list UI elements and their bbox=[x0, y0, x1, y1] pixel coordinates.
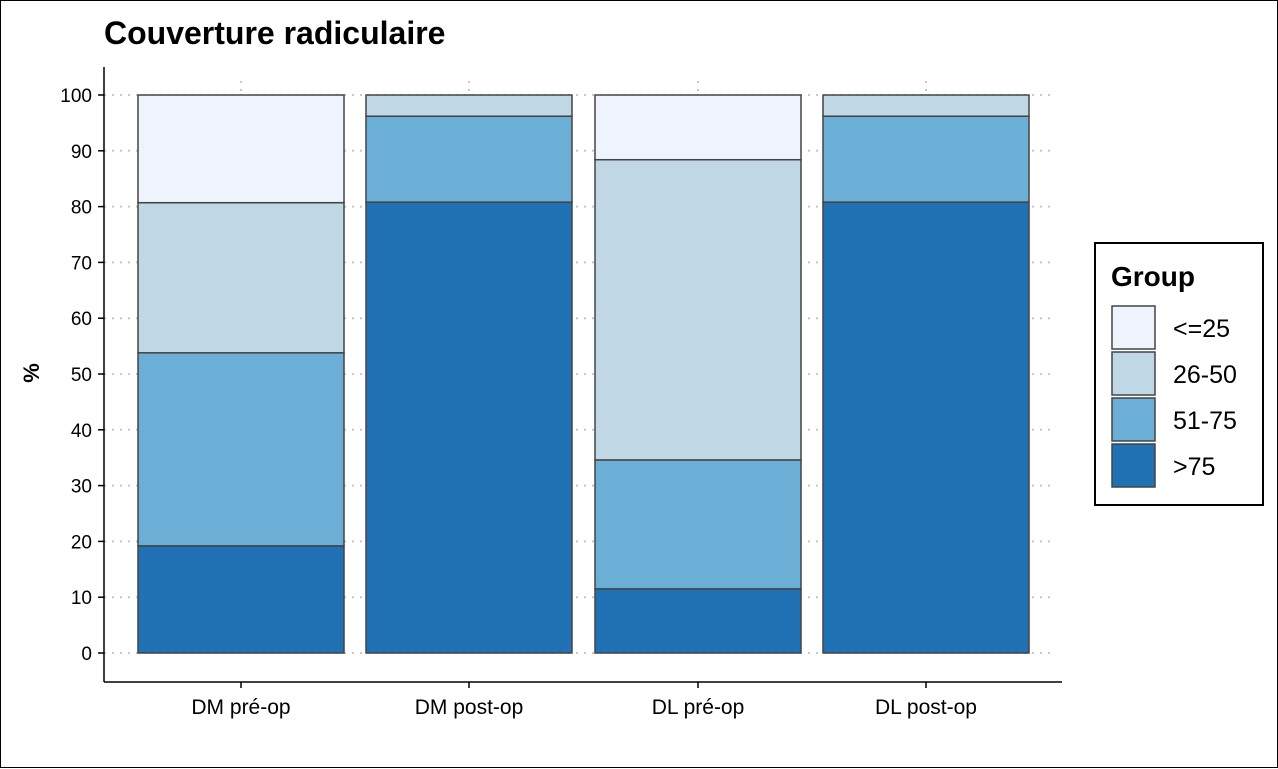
y-tick-label: 30 bbox=[71, 477, 92, 498]
bar-segment bbox=[137, 201, 345, 354]
chart-title: Couverture radiculaire bbox=[104, 15, 445, 51]
y-tick-label: 90 bbox=[71, 142, 92, 163]
legend-title: Group bbox=[1111, 261, 1195, 292]
bar-segment bbox=[594, 459, 802, 590]
legend-label: >75 bbox=[1173, 453, 1215, 481]
bar-segment bbox=[137, 352, 345, 547]
y-tick-label: 60 bbox=[71, 309, 92, 330]
x-tick-label: DL post-op bbox=[875, 696, 977, 719]
legend-label: 51-75 bbox=[1173, 407, 1237, 435]
bar-segment bbox=[137, 94, 345, 204]
bar-segment bbox=[594, 94, 802, 161]
bar-segment bbox=[594, 588, 802, 654]
bar-segment bbox=[822, 115, 1030, 203]
y-tick-label: 100 bbox=[60, 86, 92, 107]
x-ticks: DM pré-op DM post-op DL pré-op DL post-op bbox=[191, 682, 977, 719]
y-tick-label: 20 bbox=[71, 532, 92, 553]
y-axis-label: % bbox=[19, 363, 44, 383]
bar-segment bbox=[822, 201, 1030, 654]
y-tick-label: 80 bbox=[71, 198, 92, 219]
bar-segment bbox=[594, 158, 802, 461]
legend-swatch bbox=[1111, 443, 1156, 488]
bars bbox=[137, 94, 1030, 654]
y-tick-label: 70 bbox=[71, 253, 92, 274]
legend-label: 26-50 bbox=[1173, 361, 1237, 389]
legend: Group <=25 26-50 51-75 >75 bbox=[1094, 242, 1264, 506]
legend-swatch bbox=[1111, 397, 1156, 442]
bar-segment bbox=[365, 115, 573, 203]
bar-segment bbox=[822, 94, 1030, 117]
legend-items: <=25 26-50 51-75 >75 bbox=[1111, 305, 1237, 488]
y-tick-label: 10 bbox=[71, 588, 92, 609]
y-tick-label: 50 bbox=[71, 365, 92, 386]
x-tick-label: DM pré-op bbox=[191, 696, 290, 719]
bar-segment bbox=[365, 94, 573, 117]
bar-segment bbox=[137, 545, 345, 654]
x-tick-label: DM post-op bbox=[415, 696, 524, 719]
x-tick-label: DL pré-op bbox=[652, 696, 745, 719]
bar-segment bbox=[365, 201, 573, 654]
y-tick-label: 40 bbox=[71, 421, 92, 442]
legend-swatch bbox=[1111, 351, 1156, 396]
y-tick-label: 0 bbox=[81, 644, 92, 665]
y-ticks: 0 10 20 30 40 50 60 70 80 90 100 bbox=[60, 86, 104, 665]
legend-swatch bbox=[1111, 305, 1156, 350]
legend-label: <=25 bbox=[1173, 315, 1230, 343]
